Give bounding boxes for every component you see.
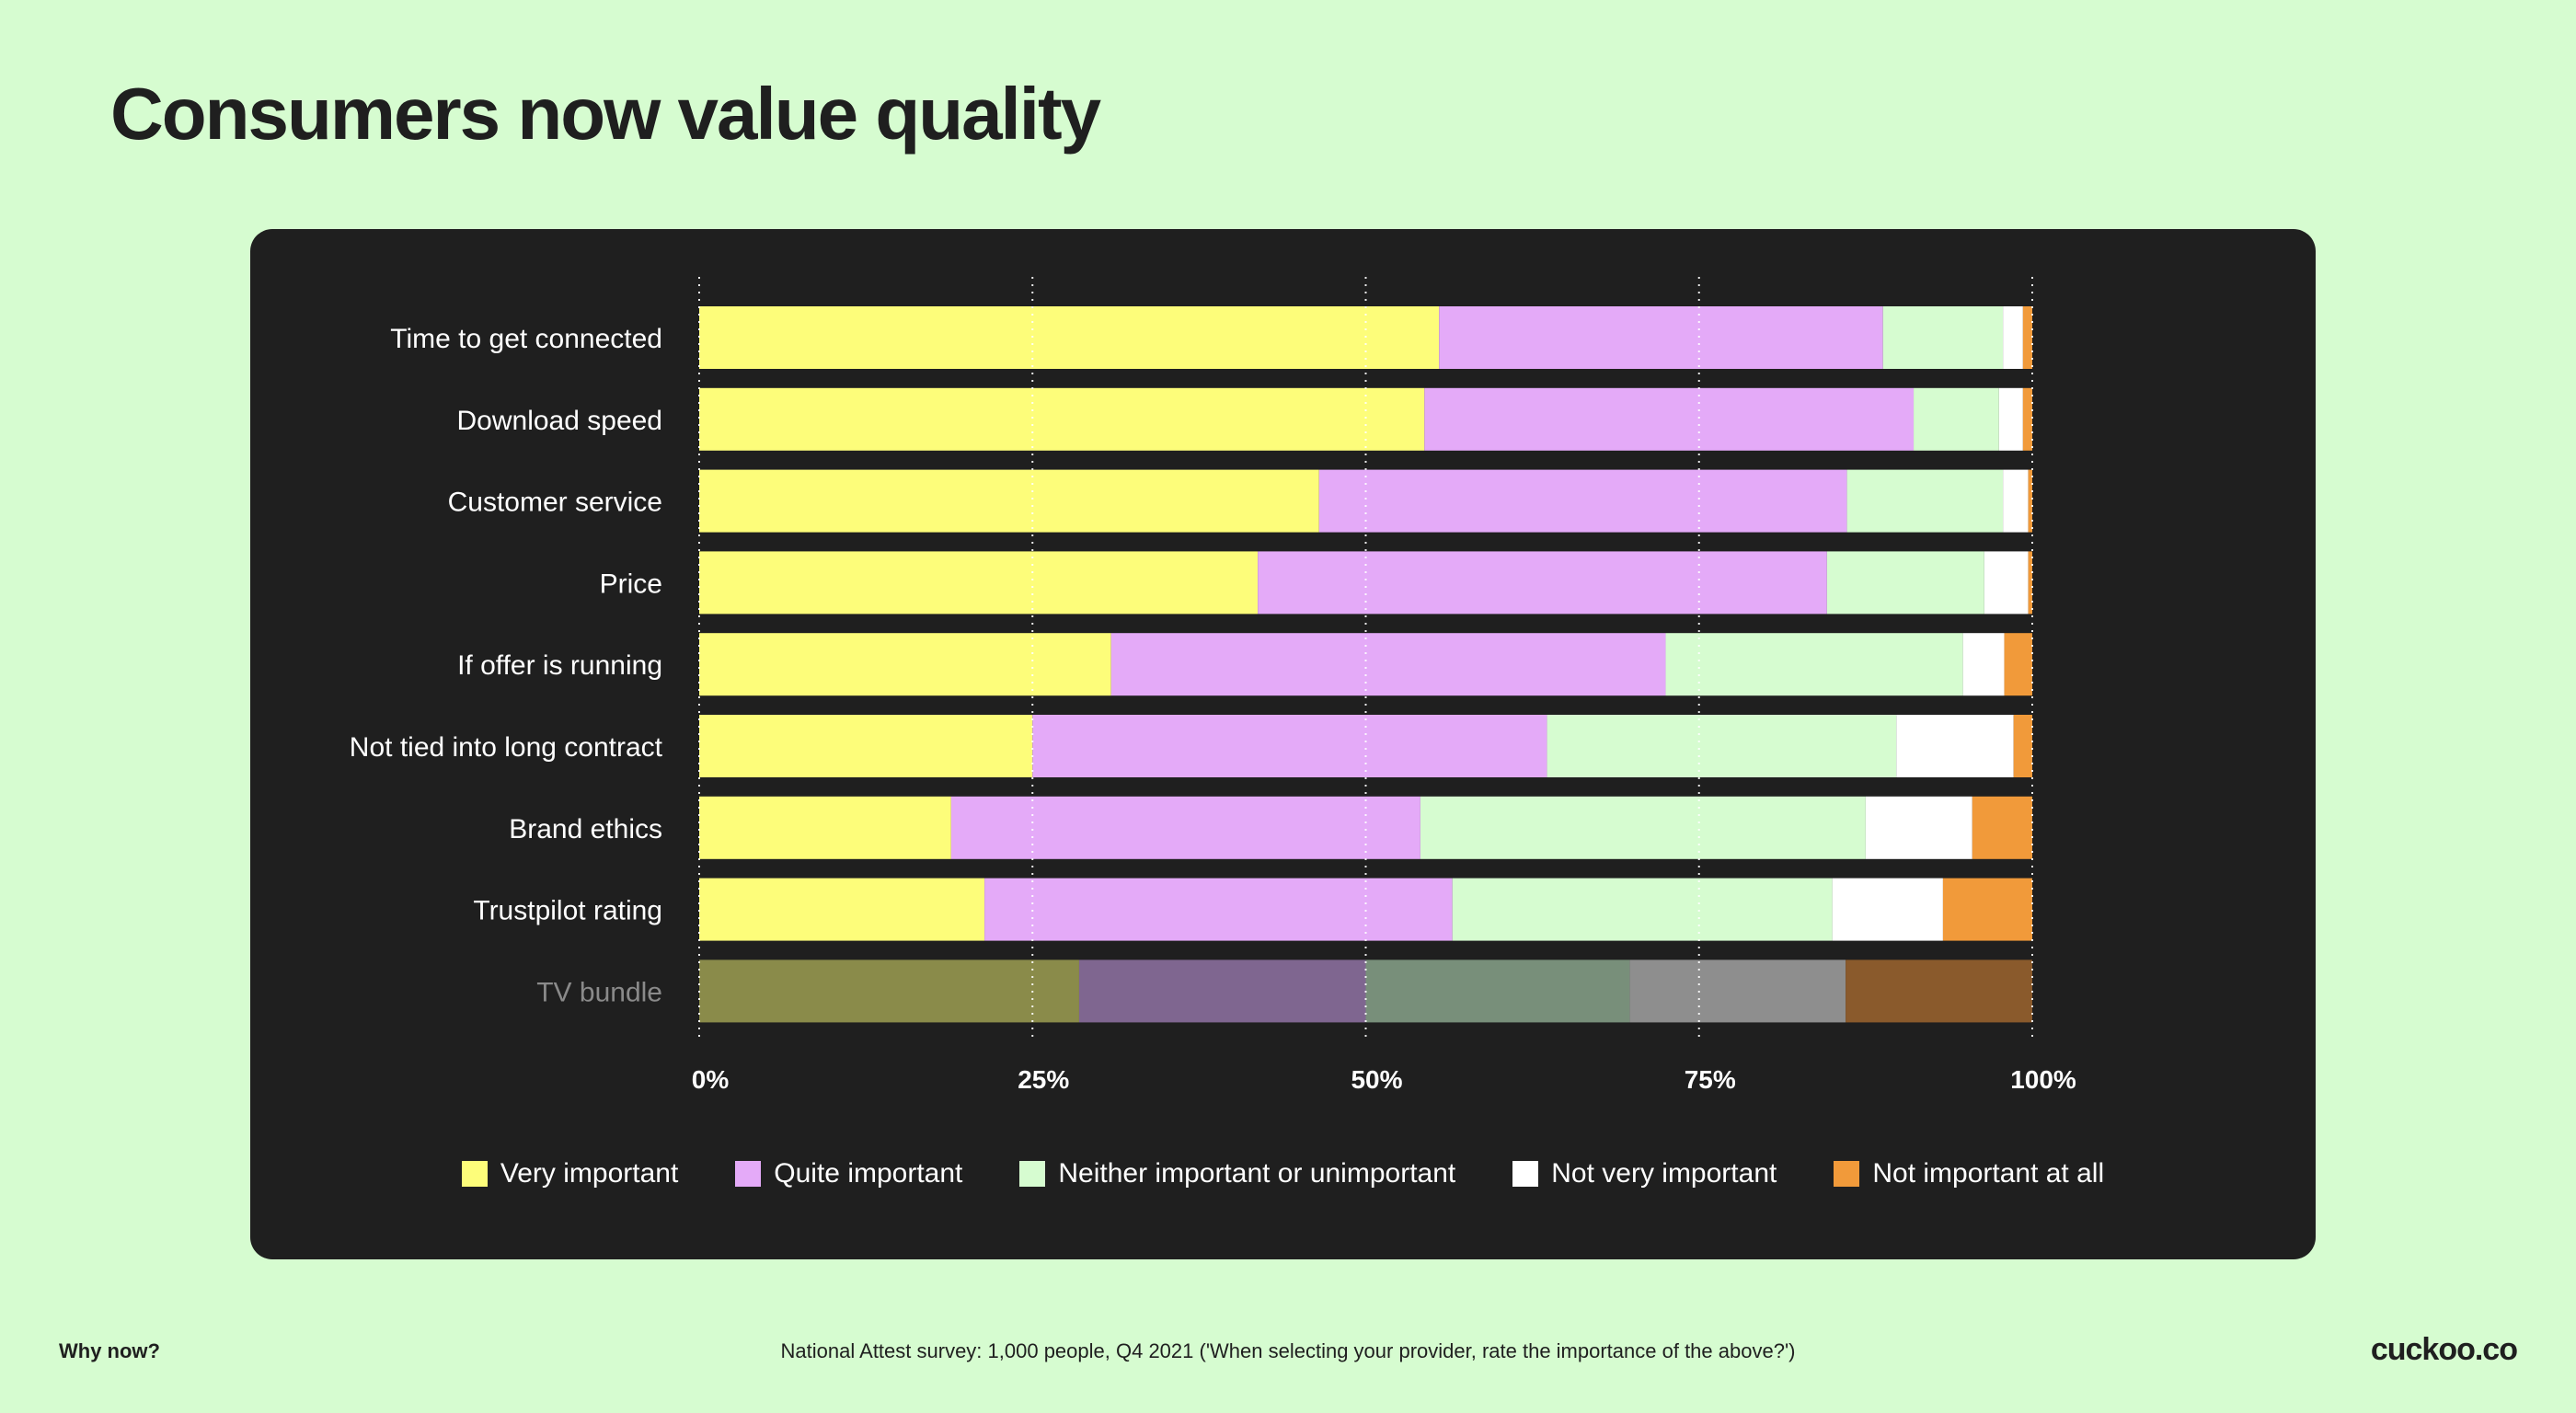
legend-item: Neither important or unimportant (1019, 1158, 1455, 1189)
bar-segment (699, 959, 1079, 1022)
bar-segment (1453, 879, 1833, 941)
x-tick-label: 75% (1685, 1065, 1736, 1094)
category-label: If offer is running (457, 650, 662, 681)
bar-segment (1999, 388, 2023, 451)
bar-segment (1079, 959, 1366, 1022)
bar-segment (1833, 879, 1943, 941)
bar-segment (1319, 470, 1847, 533)
brand-logo: cuckoo.co (2371, 1332, 2517, 1368)
bar-segment (1984, 551, 2029, 614)
x-tick-label: 0% (692, 1065, 730, 1094)
category-label: Customer service (448, 488, 662, 518)
legend-swatch (1512, 1161, 1538, 1187)
legend-swatch (1019, 1161, 1045, 1187)
bar-segment (1866, 797, 1972, 859)
category-label: Price (600, 569, 662, 599)
bar-segment (2023, 388, 2032, 451)
bar-segment (1883, 306, 2003, 369)
bar-segment (699, 306, 1439, 369)
bar-segment (1366, 959, 1630, 1022)
bar-segment (699, 633, 1111, 695)
legend-item: Quite important (735, 1158, 962, 1189)
bar-segment (2023, 306, 2032, 369)
legend-swatch (735, 1161, 761, 1187)
bar-segment (2003, 306, 2023, 369)
x-tick-label: 100% (2010, 1065, 2076, 1094)
bar-segment (1943, 879, 2032, 941)
category-label: Time to get connected (390, 324, 662, 354)
bar-segment (1258, 551, 1827, 614)
bar-segment (1896, 715, 2014, 777)
bar-segment (1847, 470, 2004, 533)
bar-segment (2029, 470, 2032, 533)
bar-segment (1914, 388, 1999, 451)
bar-segment (1032, 715, 1547, 777)
category-label: Download speed (457, 406, 663, 436)
bar-segment (2029, 551, 2032, 614)
bar-segment (2005, 633, 2032, 695)
category-label: Trustpilot rating (473, 896, 662, 926)
bar-segment (1963, 633, 2005, 695)
legend-item: Not important at all (1834, 1158, 2104, 1189)
bar-segment (699, 879, 984, 941)
bar-segment (1846, 959, 2032, 1022)
bar-segment (1547, 715, 1897, 777)
legend-swatch (462, 1161, 488, 1187)
chart-panel: Time to get connected Download speed Custo… (250, 229, 2316, 1259)
page-title: Consumers now value quality (110, 72, 1099, 156)
legend-label: Not important at all (1872, 1158, 2104, 1189)
legend-swatch (1834, 1161, 1859, 1187)
legend-label: Not very important (1551, 1158, 1777, 1189)
bar-segment (1111, 633, 1666, 695)
bar-segment (1420, 797, 1866, 859)
bar-segment (1972, 797, 2032, 859)
legend-label: Quite important (774, 1158, 962, 1189)
bar-segment (1424, 388, 1914, 451)
bar-segment (1629, 959, 1846, 1022)
bar-segment (699, 388, 1424, 451)
bar-segment (951, 797, 1420, 859)
x-tick-label: 50% (1351, 1065, 1402, 1094)
bar-segment (2003, 470, 2029, 533)
bar-segment (1439, 306, 1883, 369)
bar-segment (699, 797, 951, 859)
footer-source-note: National Attest survey: 1,000 people, Q4… (0, 1339, 2576, 1363)
legend-label: Very important (500, 1158, 678, 1189)
legend-item: Not very important (1512, 1158, 1777, 1189)
category-label: Not tied into long contract (350, 732, 663, 763)
bar-segment (699, 715, 1032, 777)
chart-legend: Very important Quite important Neither imp… (250, 1158, 2316, 1189)
bar-segment (2014, 715, 2032, 777)
bar-segment (699, 551, 1258, 614)
legend-item: Very important (462, 1158, 678, 1189)
stacked-bar-chart: Time to get connected Download speed Custo… (250, 229, 2316, 1149)
bar-segment (1827, 551, 1984, 614)
x-tick-label: 25% (1018, 1065, 1069, 1094)
category-label: TV bundle (536, 977, 662, 1007)
bar-segment (699, 470, 1319, 533)
bar-segment (1666, 633, 1963, 695)
legend-label: Neither important or unimportant (1058, 1158, 1455, 1189)
category-label: Brand ethics (509, 814, 662, 844)
bar-segment (984, 879, 1453, 941)
